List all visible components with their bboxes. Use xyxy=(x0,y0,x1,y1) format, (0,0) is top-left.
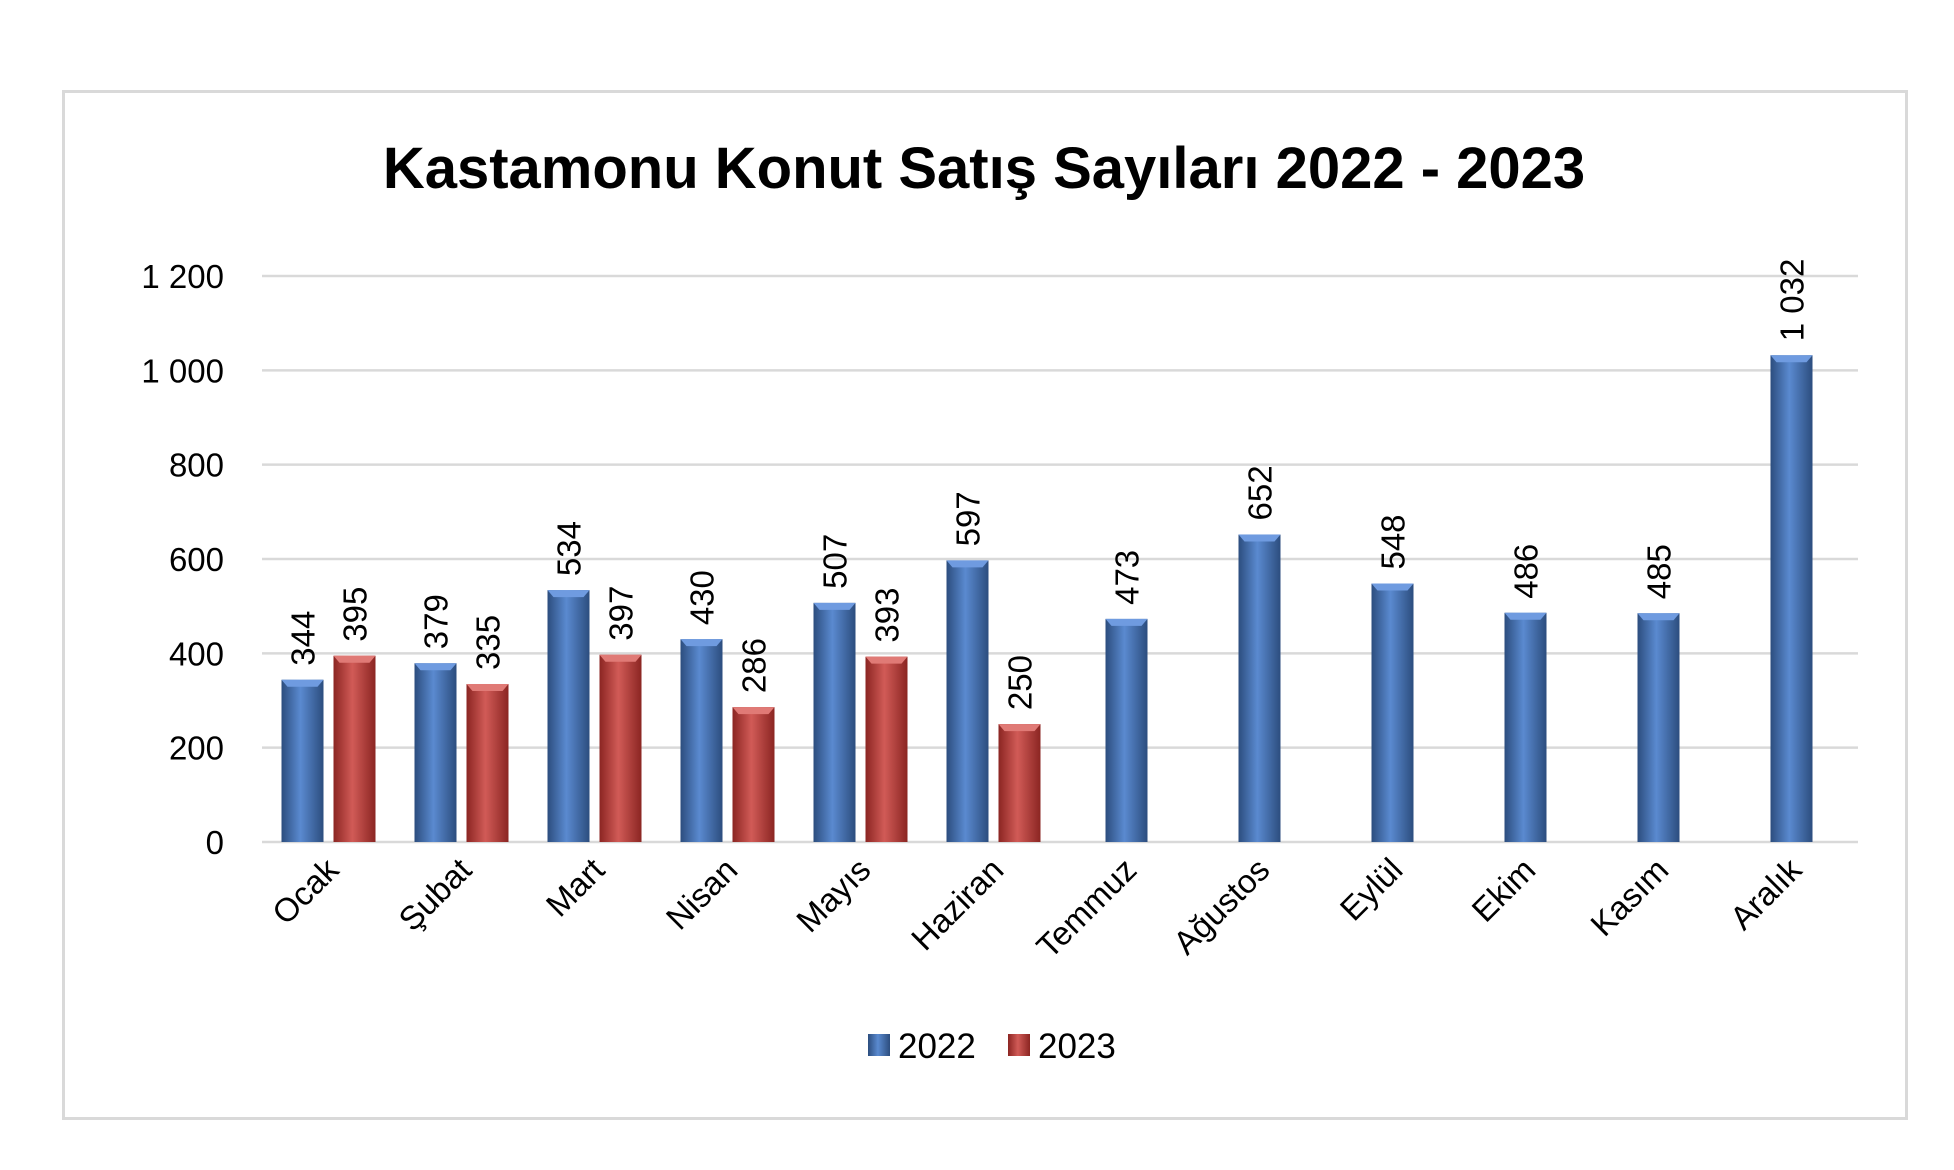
x-tick-label: Şubat xyxy=(391,851,478,938)
bar-bevel xyxy=(1105,618,1148,626)
bar-2022-Ocak xyxy=(281,679,324,842)
bar-2022-Aralık xyxy=(1770,355,1813,842)
chart-title: Kastamonu Konut Satış Sayıları 2022 - 20… xyxy=(383,136,1585,201)
data-label-2023-Mayıs: 393 xyxy=(869,588,906,643)
bar-2022-Ekim xyxy=(1504,612,1547,842)
bar-2022-Mart xyxy=(547,590,590,842)
bar-2023-Nisan xyxy=(732,707,775,842)
bar-bevel xyxy=(680,639,723,647)
x-tick-label: Temmuz xyxy=(1029,851,1143,965)
x-tick-label: Ağustos xyxy=(1166,851,1276,961)
bar-bevel xyxy=(281,679,324,687)
x-axis-tick-labels: Ocak Şubat Mart Nisan Mayıs Haziran Temmuz Ağus… xyxy=(265,850,1809,965)
bar-bevel xyxy=(1637,613,1680,621)
bar-2022-Kasım xyxy=(1637,613,1680,842)
data-label-2022-Haziran: 597 xyxy=(950,491,987,546)
gridlines xyxy=(262,274,1858,844)
bar-2022-Eylül xyxy=(1371,583,1414,842)
y-tick-label: 400 xyxy=(169,635,224,672)
data-labels: 344 395 379 335 534 397 430 286 507 393 597 250 473 6… xyxy=(285,259,1811,710)
data-label-2022-Nisan: 430 xyxy=(684,570,721,625)
bar-2022-Ağustos xyxy=(1238,534,1281,842)
bar-bevel xyxy=(414,663,457,671)
bar-2022-Şubat xyxy=(414,663,457,842)
data-label-2022-Eylül: 548 xyxy=(1375,514,1412,569)
bar-2023-Mart xyxy=(599,654,642,842)
legend: 2022 2023 xyxy=(868,1027,1116,1066)
bar-bevel xyxy=(1238,534,1281,542)
bar-2023-Haziran xyxy=(998,724,1041,842)
bar-2023-Ocak xyxy=(333,655,376,842)
data-label-2022-Temmuz: 473 xyxy=(1109,550,1146,605)
bar-bevel xyxy=(865,656,908,664)
data-label-2023-Ocak: 395 xyxy=(337,587,374,642)
y-tick-label: 200 xyxy=(169,730,224,767)
x-tick-label: Nisan xyxy=(659,851,745,937)
bar-2023-Şubat xyxy=(466,683,509,842)
y-axis-tick-labels: 0 200 400 600 800 1 000 1 200 xyxy=(141,258,224,861)
bar-bevel xyxy=(1504,612,1547,620)
bars xyxy=(281,355,1813,842)
data-label-2023-Nisan: 286 xyxy=(736,638,773,693)
bar-bevel xyxy=(998,724,1041,732)
x-tick-label: Haziran xyxy=(904,851,1011,958)
bar-bevel xyxy=(1770,355,1813,363)
data-label-2023-Şubat: 335 xyxy=(470,615,507,670)
legend-swatch-2023 xyxy=(1008,1034,1030,1056)
data-label-2022-Mart: 534 xyxy=(551,521,588,576)
x-tick-label: Mayıs xyxy=(789,851,877,939)
y-tick-label: 1 200 xyxy=(141,258,224,295)
y-tick-label: 800 xyxy=(169,447,224,484)
data-label-2022-Ocak: 344 xyxy=(285,611,322,666)
data-label-2022-Ekim: 486 xyxy=(1508,544,1545,599)
bar-bevel xyxy=(1371,583,1414,591)
bar-bevel xyxy=(333,655,376,663)
legend-swatch-2022 xyxy=(868,1034,890,1056)
data-label-2022-Mayıs: 507 xyxy=(817,534,854,589)
bar-2022-Nisan xyxy=(680,639,723,842)
bar-2023-Mayıs xyxy=(865,656,908,842)
x-tick-label: Ocak xyxy=(265,850,346,931)
bar-2022-Temmuz xyxy=(1105,618,1148,842)
x-tick-label: Mart xyxy=(539,851,612,924)
bar-2022-Mayıs xyxy=(813,602,856,842)
data-label-2022-Şubat: 379 xyxy=(418,594,455,649)
data-label-2023-Haziran: 250 xyxy=(1002,655,1039,710)
bar-2022-Haziran xyxy=(946,560,989,842)
data-label-2022-Kasım: 485 xyxy=(1641,544,1678,599)
bar-bevel xyxy=(466,683,509,691)
y-tick-label: 1 000 xyxy=(141,352,224,389)
x-tick-label: Ekim xyxy=(1464,851,1542,929)
x-tick-label: Kasım xyxy=(1583,851,1675,943)
bar-bevel xyxy=(946,560,989,568)
data-label-2022-Ağustos: 652 xyxy=(1242,465,1279,520)
bar-bevel xyxy=(599,654,642,662)
legend-label-2022: 2022 xyxy=(898,1027,976,1066)
bar-bevel xyxy=(813,602,856,610)
y-tick-label: 0 xyxy=(206,824,224,861)
legend-label-2023: 2023 xyxy=(1038,1027,1116,1066)
x-tick-label: Aralık xyxy=(1723,850,1809,936)
x-tick-label: Eylül xyxy=(1333,851,1410,928)
bar-bevel xyxy=(547,590,590,598)
bar-bevel xyxy=(732,707,775,715)
data-label-2023-Mart: 397 xyxy=(603,586,640,641)
y-tick-label: 600 xyxy=(169,541,224,578)
data-label-2022-Aralık: 1 032 xyxy=(1774,259,1811,342)
